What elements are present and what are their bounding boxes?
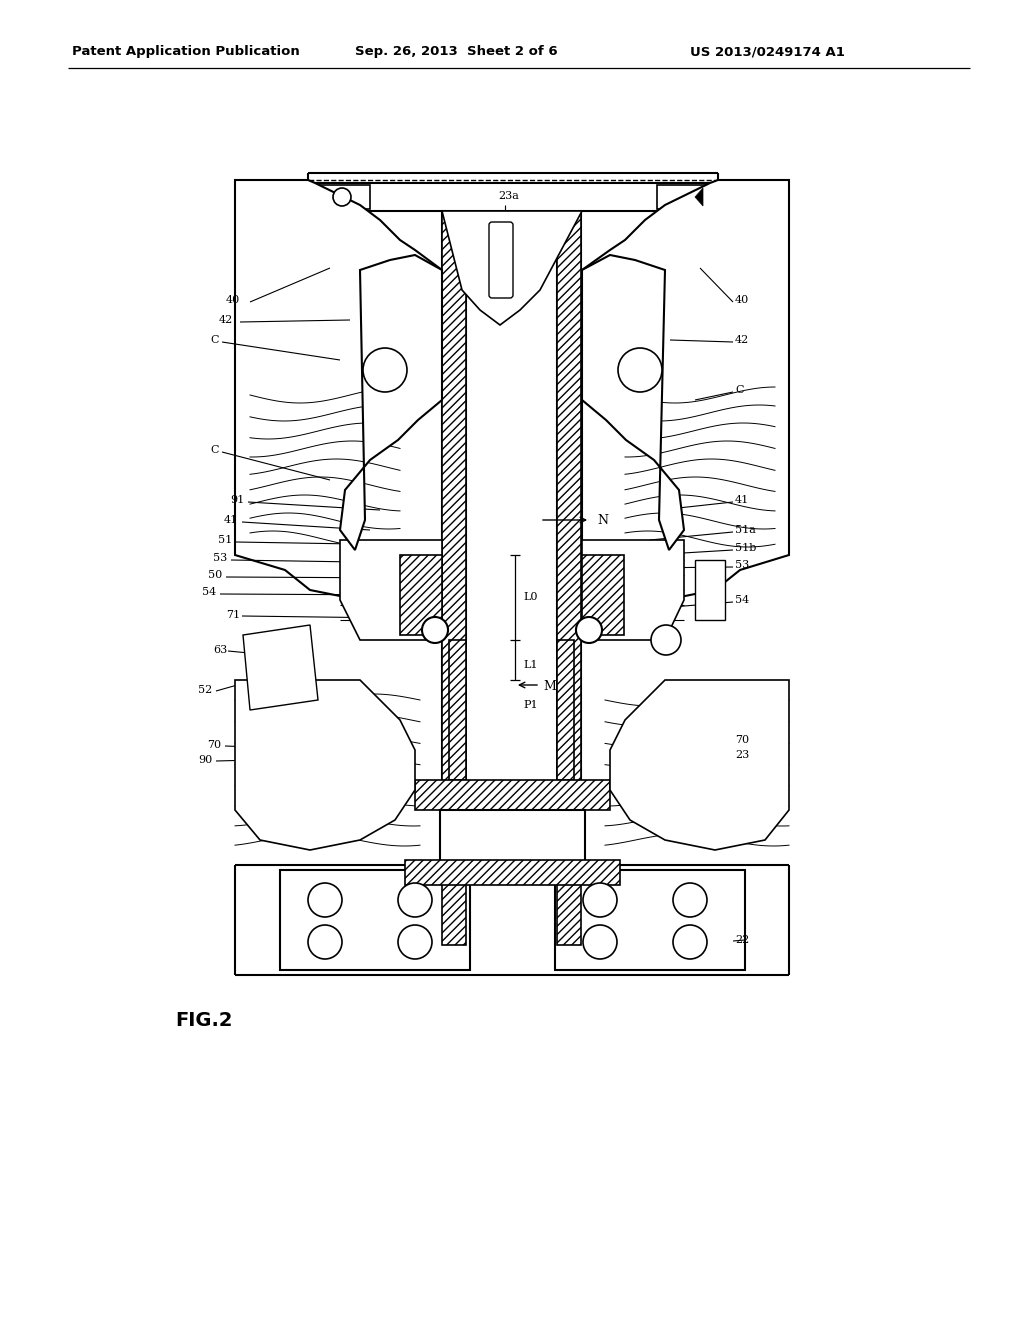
Text: 52: 52	[198, 685, 212, 696]
Bar	[449, 640, 466, 780]
Text: FIG.2: FIG.2	[175, 1011, 232, 1030]
Text: C: C	[210, 445, 218, 455]
Bar	[440, 810, 585, 870]
Text: L0: L0	[523, 591, 538, 602]
Bar	[466, 640, 557, 780]
Circle shape	[618, 348, 662, 392]
Text: P1: P1	[523, 700, 538, 710]
Circle shape	[575, 616, 602, 643]
Text: US 2013/0249174 A1: US 2013/0249174 A1	[690, 45, 845, 58]
Bar	[415, 780, 610, 810]
Text: 63: 63	[213, 645, 227, 655]
Polygon shape	[243, 624, 318, 710]
Circle shape	[422, 616, 449, 643]
Polygon shape	[582, 180, 790, 601]
Bar	[555, 870, 745, 970]
Bar	[695, 560, 725, 620]
Bar	[315, 185, 370, 209]
Circle shape	[362, 348, 407, 392]
Bar	[657, 185, 712, 209]
Circle shape	[651, 624, 681, 655]
Text: 51: 51	[218, 535, 232, 545]
Circle shape	[333, 187, 351, 206]
Polygon shape	[695, 187, 703, 206]
Text: M: M	[543, 681, 556, 693]
Polygon shape	[234, 680, 415, 850]
Text: 90: 90	[198, 755, 212, 766]
Text: Sep. 26, 2013  Sheet 2 of 6: Sep. 26, 2013 Sheet 2 of 6	[355, 45, 558, 58]
Circle shape	[583, 883, 617, 917]
Text: 71: 71	[226, 610, 240, 620]
Bar	[400, 554, 442, 635]
Polygon shape	[582, 540, 684, 640]
Circle shape	[583, 925, 617, 960]
Text: 53: 53	[213, 553, 227, 564]
Circle shape	[673, 883, 707, 917]
FancyBboxPatch shape	[489, 222, 513, 298]
Text: 41: 41	[735, 495, 750, 506]
Text: 42: 42	[735, 335, 750, 345]
Polygon shape	[582, 255, 684, 550]
Bar	[280, 870, 470, 970]
Polygon shape	[340, 255, 442, 550]
Text: C: C	[210, 335, 218, 345]
Text: 70: 70	[735, 735, 750, 744]
Bar	[442, 211, 466, 945]
Text: Patent Application Publication: Patent Application Publication	[72, 45, 300, 58]
Text: 22: 22	[735, 935, 750, 945]
Bar	[557, 211, 581, 945]
Text: 50: 50	[208, 570, 222, 579]
Bar	[406, 861, 620, 884]
Text: 23: 23	[735, 750, 750, 760]
Bar	[466, 211, 557, 945]
Text: 42: 42	[219, 315, 233, 325]
Polygon shape	[234, 180, 442, 601]
Circle shape	[673, 925, 707, 960]
Text: 51a: 51a	[735, 525, 756, 535]
Circle shape	[398, 883, 432, 917]
Text: L1: L1	[523, 660, 538, 671]
Polygon shape	[340, 540, 442, 640]
Polygon shape	[610, 680, 790, 850]
Bar	[308, 183, 718, 211]
Text: 70: 70	[207, 741, 221, 750]
Text: N: N	[597, 513, 608, 527]
Text: 91: 91	[230, 495, 245, 506]
Bar	[582, 554, 624, 635]
Text: 54: 54	[735, 595, 750, 605]
Circle shape	[398, 925, 432, 960]
Text: 54: 54	[202, 587, 216, 597]
Text: 53: 53	[735, 560, 750, 570]
Bar	[557, 640, 574, 780]
Text: 40: 40	[226, 294, 241, 305]
Polygon shape	[442, 211, 582, 325]
Text: 41: 41	[224, 515, 239, 525]
Circle shape	[308, 925, 342, 960]
Circle shape	[308, 883, 342, 917]
Text: C: C	[735, 385, 743, 395]
Text: 23a: 23a	[498, 191, 519, 201]
Text: 40: 40	[735, 294, 750, 305]
Text: 51b: 51b	[735, 543, 757, 553]
